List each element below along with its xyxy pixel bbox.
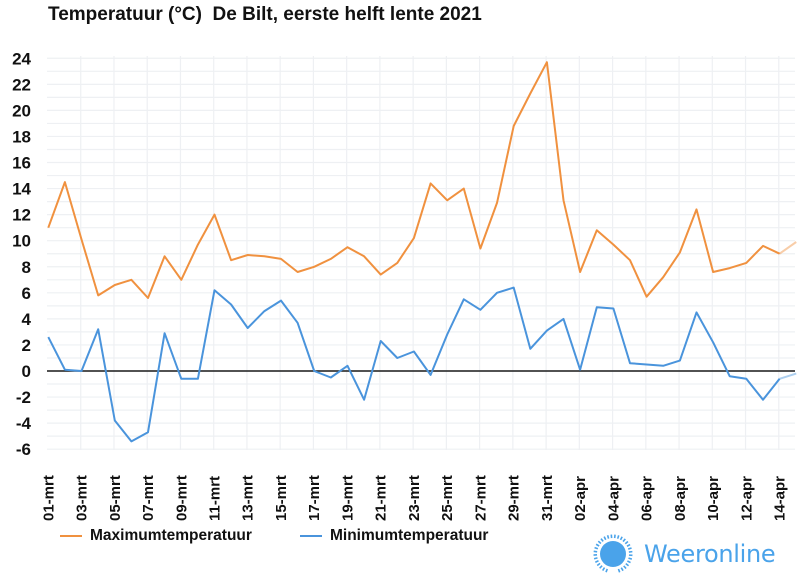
x-tick-label: 03-mrt xyxy=(74,475,91,521)
series-last-segment xyxy=(779,372,797,380)
x-tick-label: 13-mrt xyxy=(240,475,257,521)
x-tick-label: 31-mrt xyxy=(539,475,556,521)
sun-icon xyxy=(593,534,633,573)
x-tick-label: 11-mrt xyxy=(207,476,224,521)
y-tick-label: 2 xyxy=(22,336,31,355)
x-tick-label: 08-apr xyxy=(672,476,689,521)
x-tick-label: 07-mrt xyxy=(140,475,157,521)
y-tick-label: 4 xyxy=(22,310,32,329)
x-tick-label: 29-mrt xyxy=(506,475,523,521)
y-tick-label: -2 xyxy=(16,388,31,407)
x-tick-label: 12-apr xyxy=(738,476,755,521)
grid xyxy=(47,56,795,450)
x-tick-label: 21-mrt xyxy=(373,475,390,521)
legend-label-max: Maximumtemperatuur xyxy=(90,527,252,544)
x-tick-label: 10-apr xyxy=(705,476,722,521)
y-tick-label: 8 xyxy=(22,258,31,277)
x-tick-label: 02-apr xyxy=(572,476,589,521)
x-axis-ticks: 01-mrt 03-mrt 05-mrt 07-mrt 09-mrt 11-mrt 13-m… xyxy=(40,475,788,521)
x-tick-label: 04-apr xyxy=(605,476,622,521)
x-tick-label: 05-mrt xyxy=(107,475,124,521)
series-lines xyxy=(47,61,797,443)
legend-item-min: Minimumtemperatuur xyxy=(300,527,488,545)
y-tick-label: 6 xyxy=(22,284,31,303)
y-tick-label: 18 xyxy=(12,127,31,146)
series-last-segment xyxy=(779,241,797,255)
y-tick-label: 12 xyxy=(12,206,31,225)
logo-text: Weeronline xyxy=(644,540,776,568)
y-tick-label: 16 xyxy=(12,154,31,173)
x-tick-label: 23-mrt xyxy=(406,475,423,521)
x-tick-label: 06-apr xyxy=(639,476,656,521)
y-tick-label: 14 xyxy=(12,180,31,199)
x-tick-label: 25-mrt xyxy=(439,475,456,521)
y-tick-label: 20 xyxy=(12,101,31,120)
x-tick-label: 15-mrt xyxy=(273,475,290,521)
x-tick-label: 17-mrt xyxy=(306,475,323,521)
legend-swatch-min xyxy=(300,535,322,537)
legend-swatch-max xyxy=(60,535,82,537)
series-line-min xyxy=(47,286,781,443)
y-tick-label: 22 xyxy=(12,75,31,94)
x-tick-label: 27-mrt xyxy=(472,475,489,521)
x-tick-label: 14-apr xyxy=(772,476,789,521)
chart-title: Temperatuur (°C) De Bilt, eerste helft l… xyxy=(48,4,482,25)
y-tick-label: -6 xyxy=(16,440,31,459)
weeronline-logo: Weeronline xyxy=(592,531,776,577)
legend-item-max: Maximumtemperatuur xyxy=(60,527,252,545)
y-tick-label: 10 xyxy=(12,232,31,251)
y-tick-label: 0 xyxy=(22,362,31,381)
x-tick-label: 09-mrt xyxy=(173,475,190,521)
y-tick-label: -4 xyxy=(16,414,32,433)
y-tick-label: 24 xyxy=(12,49,31,68)
x-tick-label: 01-mrt xyxy=(40,475,57,521)
legend-label-min: Minimumtemperatuur xyxy=(330,527,489,544)
x-tick-label: 19-mrt xyxy=(339,475,356,521)
